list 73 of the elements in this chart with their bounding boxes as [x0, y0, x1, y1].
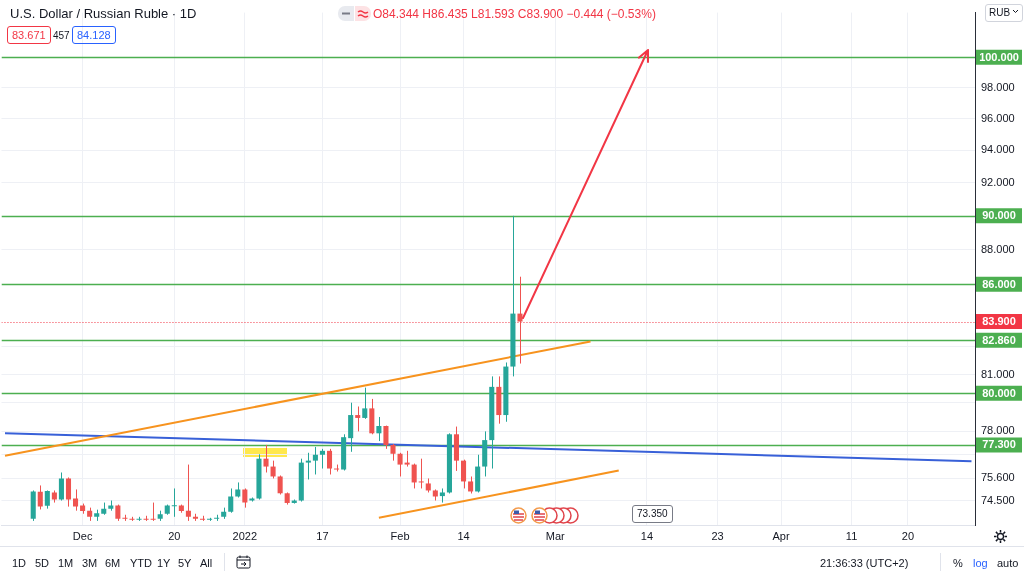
- text: All: [200, 556, 213, 570]
- text: 5D: [35, 556, 50, 570]
- x-tick-label: 2022: [232, 529, 258, 542]
- text: 6M: [105, 556, 121, 570]
- annotation: 84.128: [72, 26, 116, 44]
- x-tick-label: Feb: [390, 529, 410, 542]
- annotation: 73.350: [632, 505, 673, 523]
- x-tick-label: 11: [845, 529, 858, 542]
- x-tick-label: Dec: [72, 529, 93, 542]
- candlestick: [461, 459, 467, 489]
- candlestick: [73, 488, 79, 512]
- text: 1M: [58, 556, 74, 570]
- candlestick: [312, 446, 318, 475]
- x-tick-label: 23: [711, 529, 724, 542]
- text: %: [953, 556, 963, 570]
- candlestick: [305, 452, 311, 480]
- text: 1Y: [157, 556, 171, 570]
- ref-line-label: 90.000: [982, 209, 1016, 222]
- candlestick: [171, 487, 177, 518]
- text: 1D: [12, 556, 27, 570]
- ref-line-label: 80.000: [982, 386, 1016, 399]
- y-tick-label: 94.000: [981, 143, 1015, 156]
- x-tick-label: Mar: [545, 529, 566, 542]
- candlestick: [397, 452, 403, 477]
- y-tick-label: 92.000: [981, 175, 1015, 188]
- y-tick-label: 74.500: [981, 493, 1015, 506]
- candlestick: [150, 502, 156, 522]
- x-tick-label: 20: [168, 529, 181, 542]
- candlestick: [277, 474, 283, 495]
- ref-line-label: 82.860: [982, 333, 1016, 346]
- candlestick: [319, 448, 325, 470]
- candlestick: [242, 487, 248, 509]
- ref-line-label: 100.000: [979, 50, 1019, 63]
- candlestick: [418, 458, 424, 489]
- candlestick: [58, 472, 64, 502]
- candlestick: [348, 402, 354, 453]
- candlestick: [411, 463, 417, 489]
- annotation: 83.671: [7, 26, 51, 44]
- text: 3M: [82, 556, 98, 570]
- candlestick: [362, 387, 368, 420]
- candlestick: [44, 489, 50, 510]
- y-tick-label: 96.000: [981, 111, 1015, 124]
- candlestick: [263, 444, 269, 473]
- x-tick-label: 20: [901, 529, 915, 542]
- candlestick: [517, 276, 523, 365]
- x-tick-label: 17: [316, 529, 329, 542]
- candlestick: [326, 448, 333, 475]
- y-tick-label: 81.000: [981, 367, 1015, 380]
- text: RUB: [985, 4, 1024, 22]
- candlestick: [65, 476, 72, 508]
- text: YTD: [130, 556, 152, 570]
- candlestick: [376, 416, 382, 442]
- text: auto: [997, 556, 1019, 570]
- text: 5Y: [178, 556, 192, 570]
- ref-line-label: 83.900: [982, 315, 1016, 328]
- x-tick-label: Apr: [772, 529, 790, 542]
- annotation: O84.344 H86.435 L81.593 C83.900 −0.444 (−0.53%): [373, 7, 656, 21]
- candlestick: [228, 487, 234, 514]
- candlestick: [355, 405, 361, 432]
- y-tick-label: 78.000: [981, 424, 1015, 437]
- ref-line-label: 77.300: [982, 438, 1016, 451]
- x-tick-label: 14: [457, 529, 470, 542]
- y-tick-label: 98.000: [981, 80, 1015, 93]
- candlestick: [37, 484, 43, 510]
- x-tick-label: 14: [640, 529, 654, 542]
- y-tick-label: 75.600: [981, 471, 1015, 484]
- chart-title: U.S. Dollar / Russian Ruble · 1D: [10, 6, 197, 21]
- candlestick: [185, 464, 191, 522]
- text: log: [973, 556, 988, 570]
- annotation: 457: [53, 29, 70, 43]
- y-tick-label: 88.000: [981, 242, 1015, 255]
- text: 21:36:33 (UTC+2): [820, 556, 909, 570]
- ref-line-label: 86.000: [982, 277, 1016, 290]
